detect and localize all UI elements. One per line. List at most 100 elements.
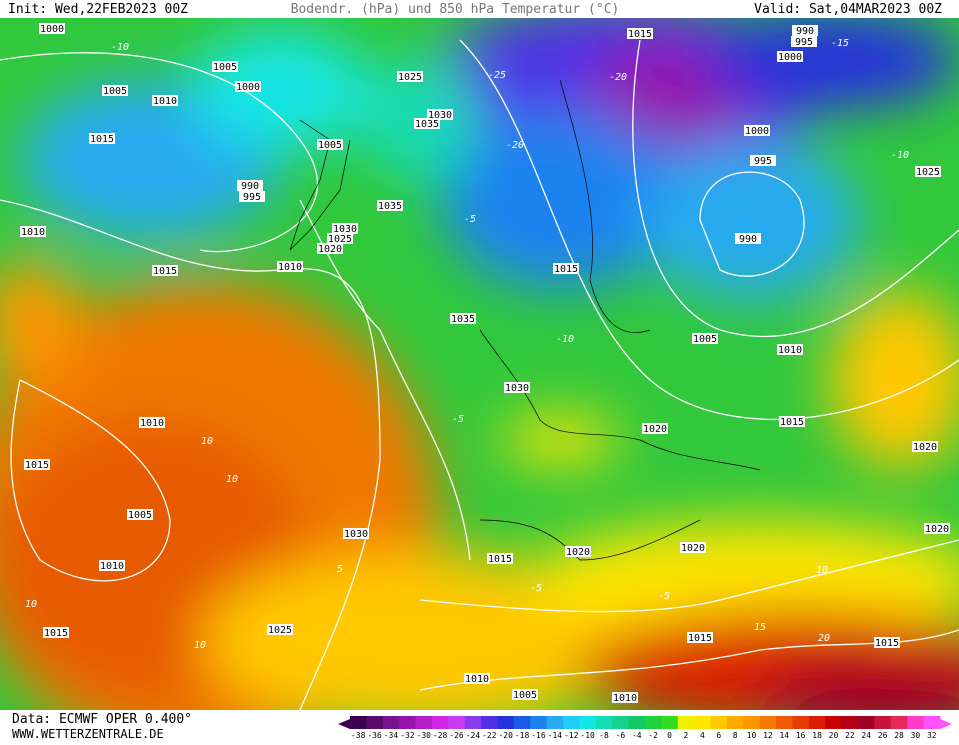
colorbar-swatch [546,716,564,729]
isobar-label: 1020 [643,424,667,435]
colorbar-swatch [382,716,400,729]
isobar-label: 1020 [318,244,342,255]
isobar-label: 1015 [153,266,177,277]
colorbar-label: -12 [564,731,579,740]
isobar-label: 1035 [415,119,439,130]
map-title: Bodendr. (hPa) und 850 hPa Temperatur (°… [291,2,620,17]
isobar-label: 1025 [916,167,940,178]
isobar-label: 990 [796,26,814,37]
isobar-label-box [627,28,653,39]
colorbar-label: 12 [763,731,773,740]
isobar-label-box [924,523,950,534]
isobar-label: 1005 [513,690,537,701]
colorbar-label: 6 [716,731,721,740]
colorbar-swatch [710,716,728,729]
isobar-label: 995 [754,156,772,167]
colorbar-swatch [415,716,433,729]
isobar-label-box [327,233,353,244]
isobar-label: 1020 [681,543,705,554]
isobar-label-box [343,528,369,539]
isobar-label-box [152,265,178,276]
isobar-label-box [791,36,817,47]
isobar-label-box [553,263,579,274]
isobar-label-box [687,632,713,643]
colorbar-swatch [628,716,646,729]
isobar-label: 1010 [278,262,302,273]
colorbar-swatch [661,716,679,729]
isobar-label-box [89,133,115,144]
map-labels: 1000100510001005101010151005990995102510… [20,23,950,704]
isobar-label: 1030 [428,110,452,121]
init-time: Init: Wed,22FEB2023 00Z [8,2,188,17]
colorbar-label: 28 [894,731,904,740]
isobar-label-box [235,81,261,92]
colorbar-swatch [759,716,777,729]
isobar-label: 1005 [318,140,342,151]
isobar-label-box [99,560,125,571]
temperature-label: 10 [816,565,828,576]
isobar-label-box [267,624,293,635]
temperature-label: -20 [609,72,627,83]
colorbar-label: 20 [829,731,839,740]
colorbar-label: 30 [911,731,921,740]
isobar-label-box [744,125,770,136]
isobar-label: 1015 [90,134,114,145]
isobars [0,39,959,710]
isobar-label-box [397,71,423,82]
colorbar-label: -30 [417,731,432,740]
colorbar-label: -28 [433,731,448,740]
isobar-label-box [139,417,165,428]
isobar-label: 1030 [333,224,357,235]
colorbar-swatch [841,716,859,729]
isobar-label: 1000 [40,24,64,35]
colorbar-end [940,719,952,729]
colorbar-label: 22 [845,731,855,740]
colorbar-swatch [907,716,925,729]
isobar-label: 1010 [21,227,45,238]
temperature-label: 20 [818,633,830,644]
isobar-label-box [20,226,46,237]
colorbar-label: -16 [531,731,546,740]
isobar-label-box [779,416,805,427]
colorbar-swatch [726,716,744,729]
isobar-label-box [874,637,900,648]
isobar-label: 1005 [693,334,717,345]
isobar-label-box [24,459,50,470]
isobar-label-box [464,673,490,684]
colorbar-swatch [350,716,367,729]
colorbar-swatch [890,716,908,729]
temperature-label: 15 [754,622,766,633]
colorbar-swatch [513,716,531,729]
temperature-label: -5 [452,414,464,425]
colorbar-swatch [792,716,810,729]
isobar-label-box [912,441,938,452]
isobar-label-box [317,139,343,150]
isobar-label: 1000 [745,126,769,137]
isobar-label-box [777,344,803,355]
isobar-label: 1000 [236,82,260,93]
isobar-label-box [777,51,803,62]
temperature-label: -10 [891,150,909,161]
temperature-label: -25 [488,70,506,81]
colorbar-swatch [431,716,449,729]
colorbar-label: -36 [367,731,382,740]
temperature-label: -15 [831,38,849,49]
isobar-label: 1035 [378,201,402,212]
isobar-label-box [377,200,403,211]
temperature-label: 5 [337,564,343,575]
colorbar-swatch [825,716,843,729]
colorbar-label: 32 [927,731,937,740]
temperature-label: -5 [658,591,670,602]
colorbar-label: -24 [466,731,481,740]
colorbar-label: -38 [351,731,366,740]
isobar-label: 995 [243,192,261,203]
colorbar-swatch [776,716,793,729]
colorbar-label: -6 [616,731,626,740]
isobar-label-box [239,191,265,202]
colorbar-label: 16 [796,731,806,740]
isobar-label: 1020 [925,524,949,535]
isobar-label: 1020 [913,442,937,453]
colorbar-label: 24 [861,731,871,740]
isobar-label: 1015 [688,633,712,644]
